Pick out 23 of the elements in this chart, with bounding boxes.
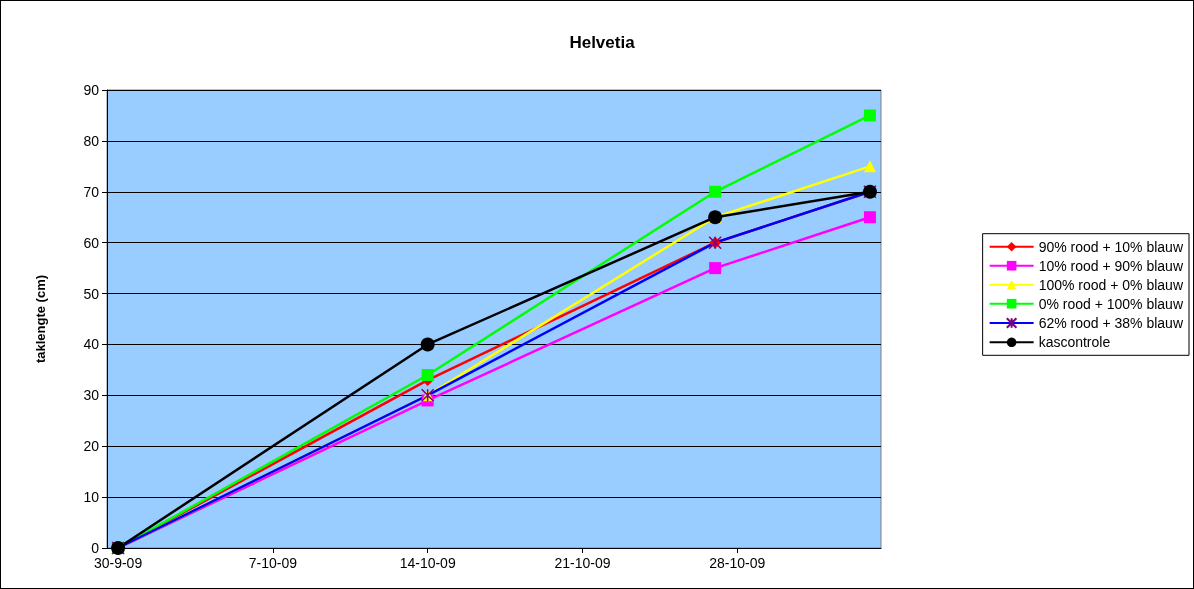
legend-label: 100% rood + 0% blauw (1038, 276, 1184, 293)
x-tick-label: 7-10-09 (248, 555, 298, 571)
y-tick-label: 10 (83, 489, 100, 506)
x-tick-label: 14-10-09 (399, 555, 456, 571)
y-tick-label: 60 (83, 234, 100, 251)
x-tick-label: 21-10-09 (554, 555, 611, 571)
y-tick-label: 90 (83, 82, 100, 98)
x-tick-label: 30-9-09 (93, 555, 143, 571)
y-tick-label: 30 (83, 387, 100, 404)
x-tick-label: 28-10-09 (709, 555, 766, 571)
y-tick-label: 0 (91, 540, 100, 556)
y-tick-label: 20 (83, 438, 100, 455)
legend-label: kascontrole (1038, 334, 1111, 351)
legend-label: 62% rood + 38% blauw (1038, 315, 1184, 331)
y-tick-label: 40 (83, 336, 100, 353)
legend-label: 90% rood + 10% blauw (1038, 238, 1184, 255)
chart-title: Helvetia (569, 33, 636, 52)
y-tick-label: 50 (83, 285, 100, 302)
legend-label: 10% rood + 90% blauw (1038, 257, 1184, 274)
legend-label: 0% rood + 100% blauw (1038, 295, 1184, 312)
y-tick-label: 80 (83, 132, 100, 149)
y-tick-label: 70 (83, 183, 100, 200)
y-axis-title: taklengte (cm) (33, 274, 48, 364)
